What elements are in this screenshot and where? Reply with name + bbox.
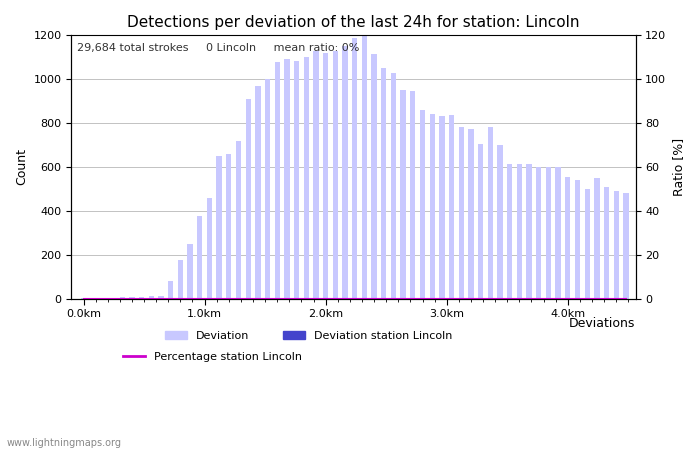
Y-axis label: Count: Count	[15, 148, 28, 185]
Bar	[362, 36, 367, 298]
Bar	[439, 117, 444, 298]
Bar	[623, 193, 629, 298]
Bar	[274, 62, 280, 298]
Text: Deviations: Deviations	[569, 317, 636, 330]
Bar	[468, 129, 474, 298]
Bar	[400, 90, 406, 298]
Bar	[565, 177, 570, 298]
Bar	[294, 61, 300, 298]
Bar	[168, 281, 174, 298]
Bar	[614, 191, 619, 298]
Bar	[206, 198, 212, 298]
Bar	[536, 167, 541, 298]
Bar	[449, 115, 454, 298]
Text: 29,684 total strokes     0 Lincoln     mean ratio: 0%: 29,684 total strokes 0 Lincoln mean rati…	[77, 43, 359, 53]
Bar	[139, 297, 144, 298]
Bar	[304, 57, 309, 298]
Bar	[352, 37, 358, 298]
Bar	[246, 99, 251, 298]
Text: www.lightningmaps.org: www.lightningmaps.org	[7, 438, 122, 448]
Bar	[236, 140, 241, 298]
Bar	[197, 216, 202, 298]
Bar	[584, 189, 590, 298]
Bar	[158, 296, 164, 298]
Bar	[148, 297, 154, 298]
Bar	[497, 145, 503, 298]
Bar	[381, 68, 386, 298]
Title: Detections per deviation of the last 24h for station: Lincoln: Detections per deviation of the last 24h…	[127, 15, 580, 30]
Bar	[507, 164, 512, 298]
Bar	[458, 127, 464, 298]
Bar	[120, 297, 125, 298]
Bar	[284, 59, 290, 298]
Bar	[430, 114, 435, 298]
Legend: Percentage station Lincoln: Percentage station Lincoln	[118, 348, 307, 367]
Bar	[604, 187, 609, 298]
Bar	[256, 86, 260, 298]
Bar	[226, 154, 232, 298]
Bar	[342, 46, 348, 298]
Bar	[594, 178, 599, 298]
Bar	[555, 167, 561, 298]
Bar	[314, 51, 318, 298]
Bar	[517, 164, 522, 298]
Bar	[216, 156, 222, 298]
Bar	[410, 91, 416, 298]
Bar	[178, 260, 183, 298]
Bar	[372, 54, 377, 298]
Bar	[488, 127, 493, 298]
Bar	[546, 167, 551, 298]
Bar	[575, 180, 580, 298]
Bar	[420, 110, 425, 298]
Bar	[526, 164, 532, 298]
Bar	[478, 144, 483, 298]
Bar	[323, 53, 328, 298]
Bar	[332, 51, 338, 298]
Bar	[391, 72, 396, 298]
Bar	[265, 79, 270, 298]
Y-axis label: Ratio [%]: Ratio [%]	[672, 138, 685, 196]
Bar	[188, 244, 193, 298]
Bar	[130, 297, 134, 298]
